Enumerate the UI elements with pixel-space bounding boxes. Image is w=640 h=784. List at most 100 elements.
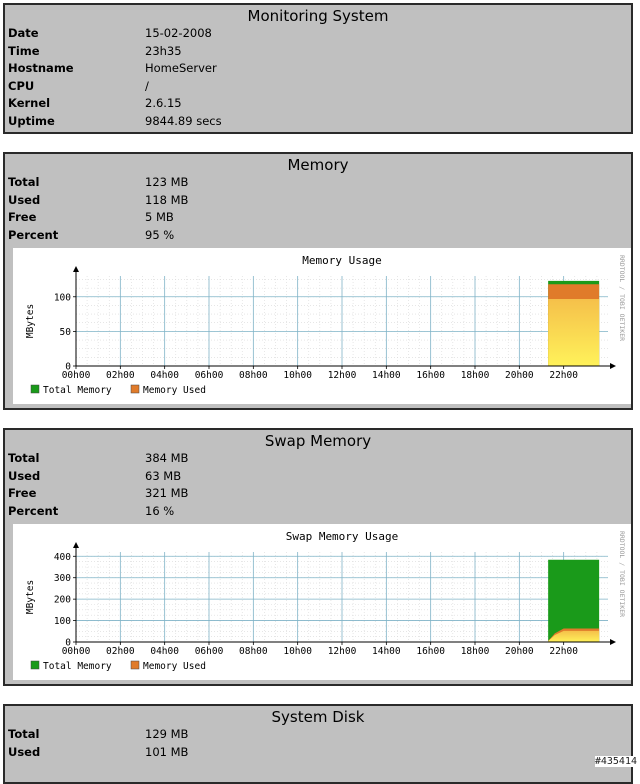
legend-swatch bbox=[30, 660, 40, 670]
swap-panel: Swap Memory Total 384 MB Used 63 MB Free 32… bbox=[3, 428, 633, 686]
x-tick-label: 20h00 bbox=[505, 646, 534, 657]
disk-panel: System Disk Total 129 MB Used 101 MB bbox=[3, 704, 633, 784]
info-value: 101 MB bbox=[145, 744, 189, 759]
info-value: 9844.89 secs bbox=[145, 113, 222, 128]
x-tick-label: 16h00 bbox=[416, 646, 445, 657]
x-tick-label: 22h00 bbox=[549, 370, 578, 381]
y-axis-arrow bbox=[73, 542, 79, 548]
y-axis-label: MBytes bbox=[25, 580, 36, 614]
info-row: Used 63 MB bbox=[5, 468, 631, 486]
legend-swatch bbox=[130, 660, 140, 670]
x-tick-label: 00h00 bbox=[62, 370, 91, 381]
info-row: CPU / bbox=[5, 78, 631, 96]
info-row: Date 15-02-2008 bbox=[5, 25, 631, 43]
series-area-used-fill bbox=[548, 630, 600, 642]
watermark-tag: #435414 bbox=[594, 756, 637, 767]
y-axis-arrow bbox=[73, 266, 79, 272]
info-label: Used bbox=[8, 192, 41, 207]
info-row: Used 118 MB bbox=[5, 192, 631, 210]
info-row: Total 129 MB bbox=[5, 726, 631, 744]
info-label: Time bbox=[8, 43, 40, 58]
chart-title: Swap Memory Usage bbox=[286, 530, 399, 543]
info-row: Kernel 2.6.15 bbox=[5, 95, 631, 113]
info-label: Hostname bbox=[8, 61, 74, 76]
info-label: Total bbox=[8, 727, 40, 741]
x-tick-label: 18h00 bbox=[461, 646, 490, 657]
info-label: Total bbox=[8, 451, 40, 465]
y-tick-label: 300 bbox=[54, 573, 71, 584]
legend-label: Memory Used bbox=[143, 661, 206, 672]
x-tick-label: 20h00 bbox=[505, 370, 534, 381]
info-row: Hostname HomeServer bbox=[5, 60, 631, 78]
y-tick-label: 0 bbox=[65, 638, 71, 649]
x-tick-label: 00h00 bbox=[62, 646, 91, 657]
info-row: Used 101 MB bbox=[5, 744, 631, 762]
info-value: 384 MB bbox=[145, 451, 189, 465]
info-value: 15-02-2008 bbox=[145, 26, 212, 40]
info-value: 16 % bbox=[145, 503, 175, 518]
x-tick-label: 10h00 bbox=[283, 370, 312, 381]
info-label: Uptime bbox=[8, 113, 55, 128]
x-tick-label: 02h00 bbox=[106, 646, 135, 657]
info-value: 23h35 bbox=[145, 43, 182, 58]
series-area-used-fill bbox=[548, 299, 600, 366]
info-label: CPU bbox=[8, 78, 35, 93]
x-tick-label: 06h00 bbox=[195, 646, 224, 657]
info-value: 129 MB bbox=[145, 727, 189, 741]
info-row: Percent 16 % bbox=[5, 503, 631, 521]
x-tick-label: 10h00 bbox=[283, 646, 312, 657]
y-tick-label: 400 bbox=[54, 552, 71, 563]
info-row: Percent 95 % bbox=[5, 227, 631, 245]
y-tick-label: 100 bbox=[54, 292, 71, 303]
x-tick-label: 14h00 bbox=[372, 646, 401, 657]
memory-title: Memory bbox=[287, 156, 349, 174]
memory-panel: Memory Total 123 MB Used 118 MB Free 5 MB P… bbox=[3, 152, 633, 410]
legend-label: Memory Used bbox=[143, 385, 206, 396]
info-row: Time 23h35 bbox=[5, 43, 631, 61]
info-value: 95 % bbox=[145, 227, 175, 242]
rrdtool-credit: RRDTOOL / TOBI OETIKER bbox=[618, 255, 626, 341]
info-label: Total bbox=[8, 175, 40, 189]
disk-title: System Disk bbox=[271, 708, 365, 726]
x-tick-label: 08h00 bbox=[239, 646, 268, 657]
info-label: Percent bbox=[8, 503, 59, 518]
x-axis-arrow bbox=[610, 639, 616, 645]
info-value: 2.6.15 bbox=[145, 96, 182, 111]
system-title: Monitoring System bbox=[247, 7, 389, 25]
info-label: Date bbox=[8, 26, 39, 40]
y-tick-label: 200 bbox=[54, 595, 71, 606]
info-label: Percent bbox=[8, 227, 59, 242]
info-row: Uptime 9844.89 secs bbox=[5, 113, 631, 131]
info-value: 63 MB bbox=[145, 468, 182, 483]
legend-swatch bbox=[130, 384, 140, 394]
legend-label: Total Memory bbox=[43, 661, 112, 672]
info-value: 321 MB bbox=[145, 486, 189, 501]
x-tick-label: 04h00 bbox=[150, 370, 179, 381]
legend-swatch bbox=[30, 384, 40, 394]
x-tick-label: 18h00 bbox=[461, 370, 490, 381]
info-row: Total 384 MB bbox=[5, 450, 631, 468]
swap-chart-svg: 00h00 02h00 04h00 06h00 08h00 10h00 12h00 14h00… bbox=[25, 530, 626, 672]
x-tick-label: 04h00 bbox=[150, 646, 179, 657]
memory-chart-svg: 00h00 02h00 04h00 06h00 08h00 10h00 12h00 14h00… bbox=[25, 254, 626, 396]
info-value: 118 MB bbox=[145, 192, 189, 207]
x-tick-label: 12h00 bbox=[328, 646, 357, 657]
y-tick-label: 0 bbox=[65, 362, 71, 373]
info-label: Used bbox=[8, 468, 41, 483]
info-value: 5 MB bbox=[145, 210, 174, 225]
info-label: Free bbox=[8, 486, 37, 501]
rrdtool-credit: RRDTOOL / TOBI OETIKER bbox=[618, 531, 626, 617]
system-panel: Monitoring System Date 15-02-2008 Time 23h… bbox=[3, 3, 633, 134]
x-tick-label: 22h00 bbox=[549, 646, 578, 657]
series-area-total-memory bbox=[548, 559, 600, 642]
swap-title: Swap Memory bbox=[264, 432, 372, 450]
info-row: Total 123 MB bbox=[5, 174, 631, 192]
info-value: / bbox=[145, 78, 149, 93]
chart-title: Memory Usage bbox=[302, 254, 381, 267]
x-axis-arrow bbox=[610, 363, 616, 369]
legend-label: Total Memory bbox=[43, 385, 112, 396]
x-tick-label: 02h00 bbox=[106, 370, 135, 381]
x-tick-label: 08h00 bbox=[239, 370, 268, 381]
info-value: 123 MB bbox=[145, 175, 189, 189]
x-tick-label: 14h00 bbox=[372, 370, 401, 381]
